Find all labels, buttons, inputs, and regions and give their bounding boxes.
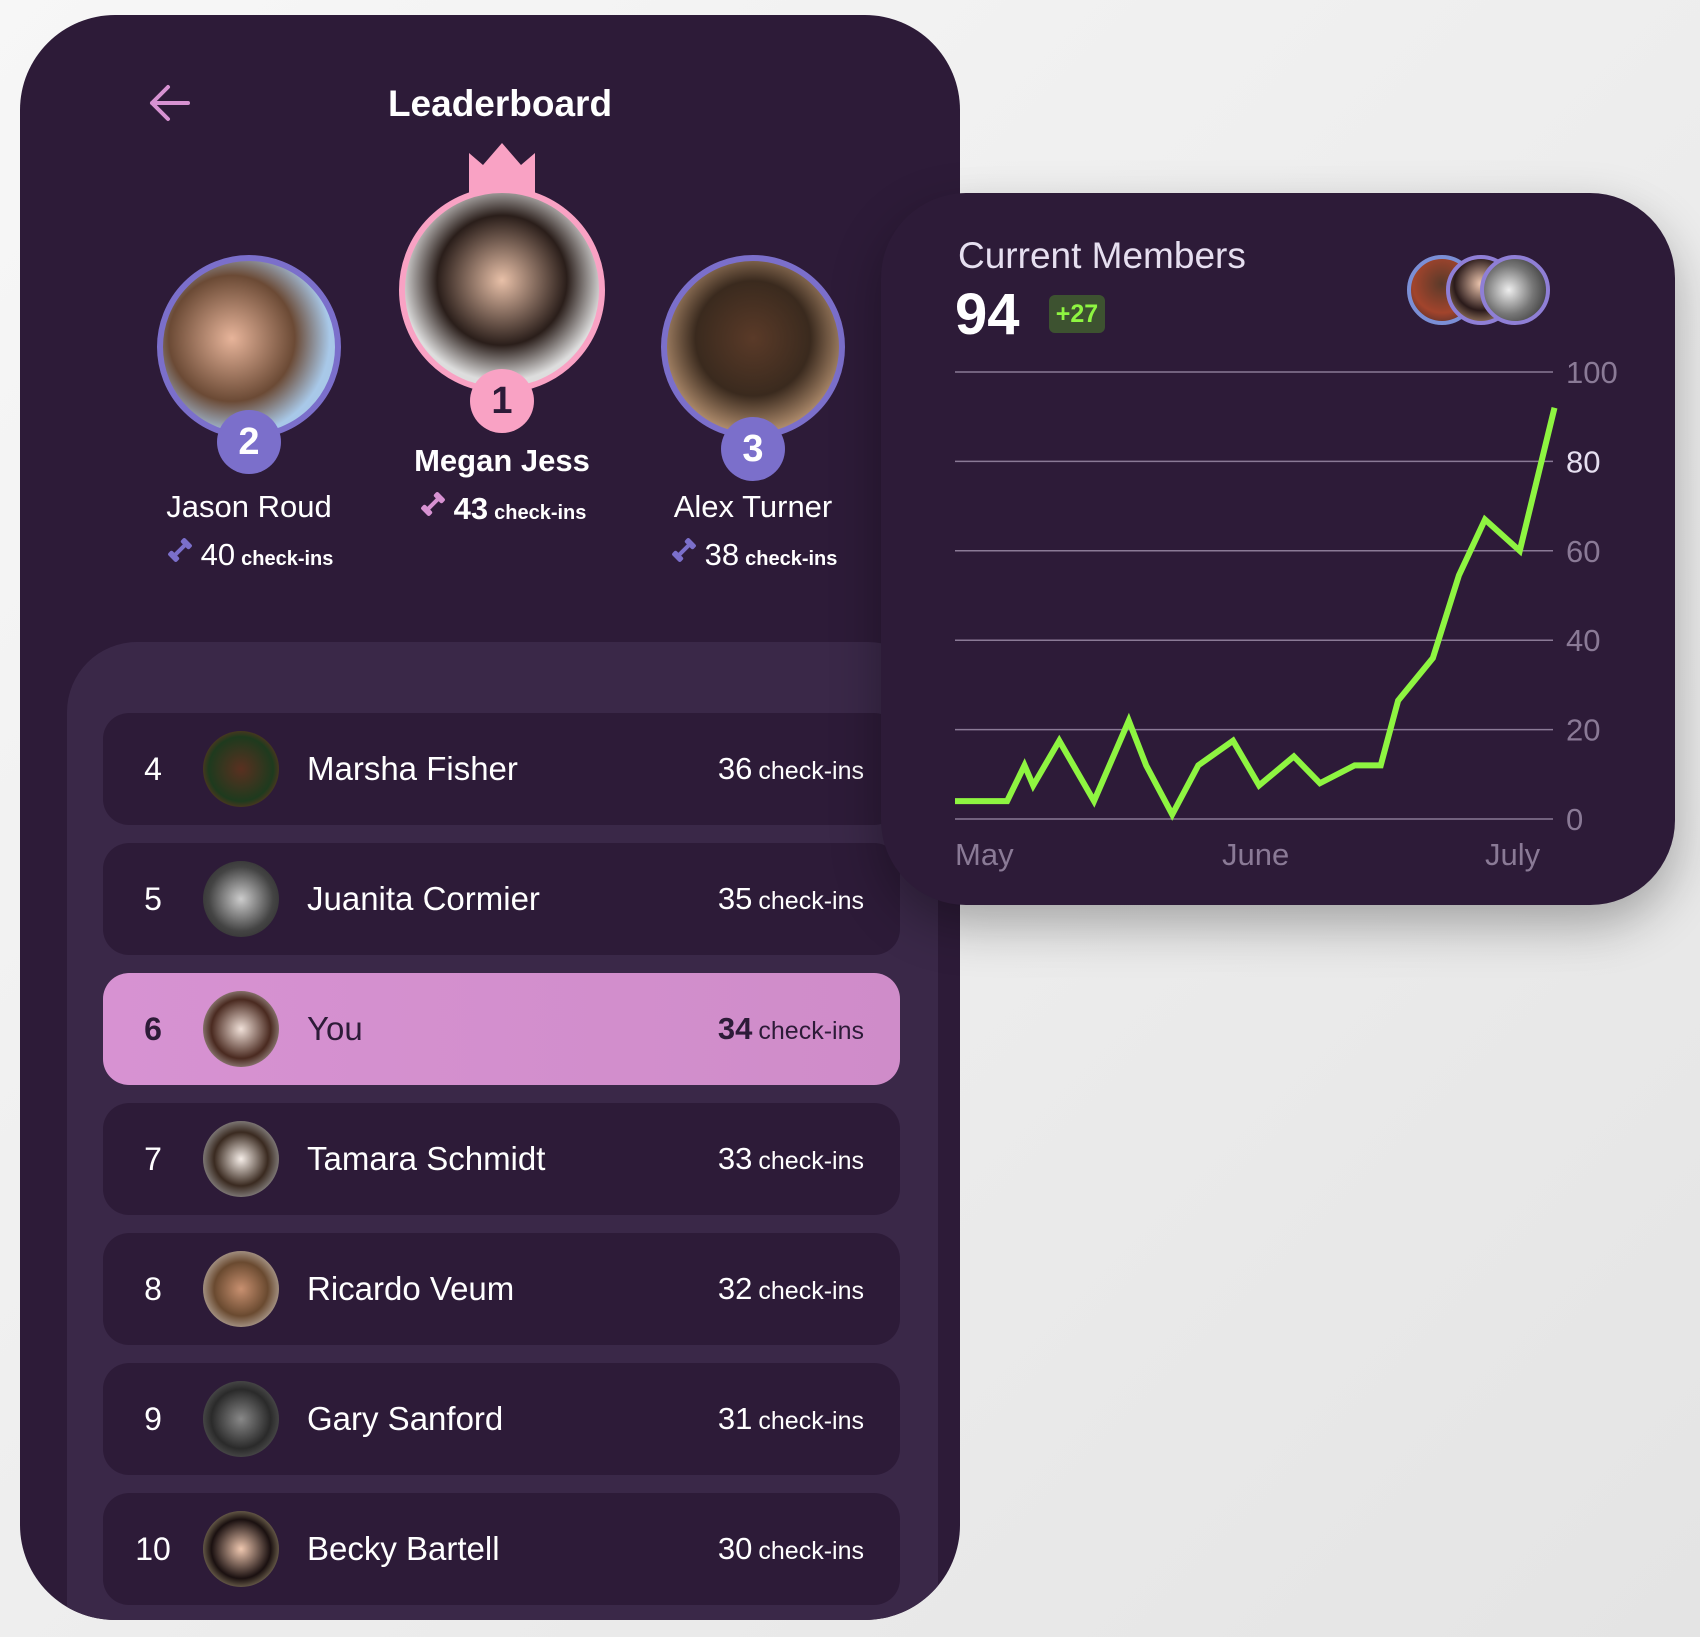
y-tick-label: 80 (1566, 444, 1600, 479)
podium-3[interactable]: 3 Alex Turner 38 check-ins (603, 15, 903, 615)
avatar (1480, 255, 1550, 325)
rank-badge: 1 (470, 369, 534, 433)
y-tick-label: 40 (1566, 623, 1600, 658)
checkins-unit: check-ins (758, 1277, 864, 1305)
podium-checkins: 43 check-ins (352, 489, 652, 527)
checkins: 35 check-ins (718, 881, 864, 917)
avatar (203, 1381, 279, 1457)
checkins-count: 43 (453, 491, 489, 526)
podium-name: Alex Turner (673, 489, 833, 524)
members-title: Current Members (958, 235, 1246, 276)
page-title: Leaderboard (387, 83, 613, 124)
list-item[interactable]: 9 Gary Sanford 31 check-ins (103, 1363, 900, 1475)
crown-icon (469, 143, 535, 199)
podium-2[interactable]: 2 Jason Roud 40 check-ins (99, 15, 399, 615)
y-tick-label: 60 (1566, 534, 1600, 569)
podium-checkins: 38 check-ins (603, 535, 903, 573)
checkins-unit: check-ins (758, 887, 864, 915)
checkins-count: 35 (717, 881, 753, 916)
rank: 4 (144, 750, 162, 787)
checkins-count: 40 (200, 537, 236, 572)
avatar (661, 255, 845, 439)
avatar (203, 1121, 279, 1197)
x-tick-label: July (1485, 837, 1541, 872)
members-delta-badge: +27 (1049, 295, 1105, 333)
checkins-unit: check-ins (758, 757, 864, 785)
dumbbell-icon (420, 492, 445, 516)
member-name: Ricardo Veum (307, 1270, 515, 1307)
leaderboard-screen: Leaderboard 2 Jason Roud 40 check-ins 1 M… (20, 15, 960, 1620)
checkins-unit: check-ins (758, 1407, 864, 1435)
checkins-count: 34 (717, 1011, 753, 1046)
arrow-left-icon[interactable] (148, 83, 190, 123)
list-item[interactable]: 7 Tamara Schmidt 33 check-ins (103, 1103, 900, 1215)
member-name: Juanita Cormier (307, 880, 540, 917)
checkins-unit: check-ins (758, 1017, 864, 1045)
dumbbell-icon (167, 538, 192, 562)
checkins: 30 check-ins (718, 1531, 864, 1567)
member-name: You (307, 1010, 363, 1047)
x-tick-label: May (955, 837, 1014, 872)
members-line-chart: 0 20 40 60 80 100 May June July (954, 355, 1618, 872)
rank: 7 (144, 1140, 162, 1177)
checkins-unit: check-ins (241, 548, 334, 570)
avatar (203, 731, 279, 807)
avatar (203, 1251, 279, 1327)
checkins: 32 check-ins (718, 1271, 864, 1307)
avatar (203, 861, 279, 937)
checkins-count: 30 (717, 1531, 753, 1566)
y-tick-label: 0 (1566, 802, 1583, 837)
podium-name: Jason Roud (166, 489, 332, 524)
checkins: 36 check-ins (718, 751, 864, 787)
member-name: Becky Bartell (307, 1530, 500, 1567)
list-item[interactable]: 4 Marsha Fisher 36 check-ins (103, 713, 900, 825)
checkins-count: 32 (717, 1271, 753, 1306)
dumbbell-icon (671, 538, 696, 562)
checkins-unit: check-ins (494, 502, 587, 524)
checkins-count: 38 (704, 537, 740, 572)
rank: 9 (144, 1400, 162, 1437)
member-name: Marsha Fisher (307, 750, 518, 787)
checkins: 33 check-ins (718, 1141, 864, 1177)
list-item-you[interactable]: 6 You 34 check-ins (103, 973, 900, 1085)
checkins-count: 33 (717, 1141, 753, 1176)
avatar (203, 991, 279, 1067)
rank: 10 (135, 1530, 171, 1567)
y-tick-label: 20 (1566, 713, 1600, 748)
avatar (203, 1511, 279, 1587)
member-name: Gary Sanford (307, 1400, 504, 1437)
checkins-count: 31 (717, 1401, 753, 1436)
list-item[interactable]: 10 Becky Bartell 30 check-ins (103, 1493, 900, 1605)
checkins: 31 check-ins (718, 1401, 864, 1437)
podium-checkins: 40 check-ins (99, 535, 399, 573)
y-tick-label: 100 (1566, 355, 1618, 390)
rank-badge: 3 (721, 417, 785, 481)
member-name: Tamara Schmidt (307, 1140, 546, 1177)
checkins-unit: check-ins (758, 1537, 864, 1565)
podium-name: Megan Jess (414, 443, 590, 478)
members-series-line (955, 407, 1558, 821)
checkins-unit: check-ins (758, 1147, 864, 1175)
members-count: 94 (955, 282, 1020, 347)
leaderboard-list: 4 Marsha Fisher 36 check-ins 5 Juanita Cor… (67, 642, 938, 1620)
rank: 5 (144, 880, 162, 917)
list-item[interactable]: 8 Ricardo Veum 32 check-ins (103, 1233, 900, 1345)
list-item[interactable]: 5 Juanita Cormier 35 check-ins (103, 843, 900, 955)
podium-1[interactable]: 1 Megan Jess 43 check-ins (352, 15, 652, 615)
checkins: 34 check-ins (718, 1011, 864, 1047)
rank: 6 (144, 1010, 162, 1047)
x-tick-label: June (1222, 837, 1289, 872)
rank-badge: 2 (217, 410, 281, 474)
avatar (399, 187, 605, 393)
checkins-count: 36 (717, 751, 753, 786)
checkins-unit: check-ins (745, 548, 838, 570)
rank: 8 (144, 1270, 162, 1307)
